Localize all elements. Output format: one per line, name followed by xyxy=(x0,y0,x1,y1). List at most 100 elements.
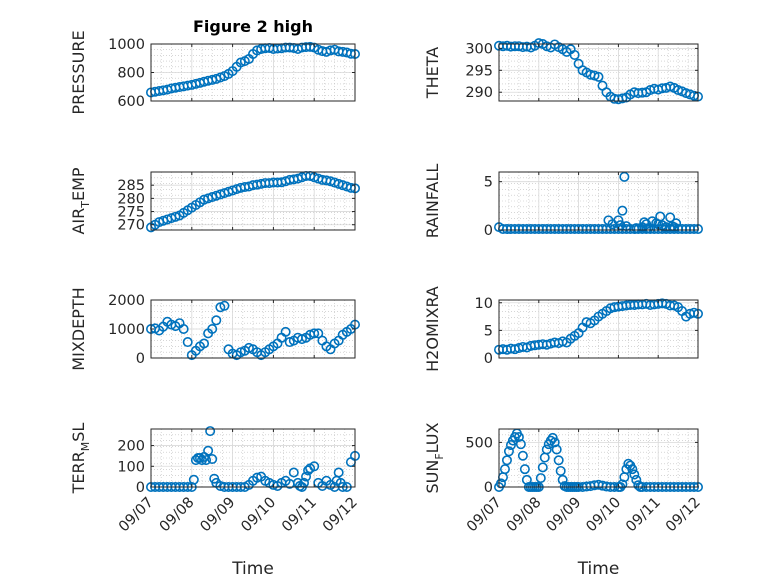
data-point xyxy=(517,450,528,461)
grid xyxy=(498,428,699,488)
data-point xyxy=(194,452,205,463)
axes-box xyxy=(498,299,699,359)
y-tick-label: 275 xyxy=(117,205,145,221)
y-tick-label: 0 xyxy=(136,351,145,367)
y-axis-label: AIRTEMP xyxy=(69,167,92,234)
y-tick-label: 800 xyxy=(117,66,145,82)
y-tick-label: 0 xyxy=(136,480,145,496)
scatter-series xyxy=(146,300,360,361)
data-point xyxy=(513,432,524,443)
data-point xyxy=(535,473,546,484)
y-axis-label: THETA xyxy=(423,47,442,99)
subplot-pressure: 600 800 1000 PRESSURE Figure 2 high xyxy=(69,17,360,115)
data-point xyxy=(201,455,212,466)
data-point xyxy=(631,223,642,234)
y-tick-label: 280 xyxy=(117,191,145,207)
axes-box xyxy=(498,171,699,231)
subplot-mixdepth: 0 1000 2000 MIXDEPTH xyxy=(69,287,360,371)
x-tick-label: 09/08 xyxy=(504,495,545,536)
figure-title: Figure 2 high xyxy=(193,17,313,36)
y-tick-label: 2000 xyxy=(108,293,145,309)
x-tick-label: 09/07 xyxy=(116,495,157,536)
y-axis-label: RAINFALL xyxy=(423,164,442,239)
data-point xyxy=(313,328,324,339)
subplot-theta: 290 295 300 THETA xyxy=(423,38,703,105)
data-point xyxy=(617,205,628,216)
data-point xyxy=(178,323,189,334)
y-axis-label: PRESSURE xyxy=(69,30,88,114)
data-point xyxy=(615,220,626,231)
y-tick-label: 600 xyxy=(117,94,145,110)
y-axis-label: H2OMIXRA xyxy=(423,286,442,372)
data-point xyxy=(219,300,230,311)
data-point xyxy=(629,469,640,480)
y-tick-label: 0 xyxy=(484,480,493,496)
data-point xyxy=(619,171,630,182)
scatter-series xyxy=(146,426,360,492)
x-tick-label: 09/10 xyxy=(583,495,624,536)
y-tick-label: 290 xyxy=(465,85,493,101)
data-point xyxy=(515,439,526,450)
x-tick-label: 09/09 xyxy=(544,495,585,536)
subplot-terr-msl: 0 100 200 TERRMSL 09/07 09/08 09/09 09/10 09/11 0… xyxy=(69,423,361,579)
data-point xyxy=(555,465,566,476)
data-point xyxy=(539,452,550,463)
scatter-series xyxy=(493,298,703,355)
data-point xyxy=(553,455,564,466)
x-tick-label: 09/10 xyxy=(238,495,279,536)
data-point xyxy=(501,455,512,466)
y-tick-label: 100 xyxy=(117,459,145,475)
data-point xyxy=(503,446,514,457)
data-point xyxy=(301,471,312,482)
data-point xyxy=(671,218,682,229)
y-tick-label: 270 xyxy=(117,218,145,234)
data-point xyxy=(309,461,320,472)
axes-box xyxy=(150,171,356,231)
data-point xyxy=(569,49,580,60)
x-tick-label: 09/09 xyxy=(198,495,239,536)
data-point xyxy=(593,71,604,82)
y-tick-label: 0 xyxy=(484,351,493,367)
y-tick-label: 5 xyxy=(484,175,493,191)
subplot-rainfall: 0 5 RAINFALL xyxy=(423,164,703,239)
x-axis-label: Time xyxy=(577,559,620,579)
y-tick-label: 285 xyxy=(117,178,145,194)
scatter-series xyxy=(493,171,703,235)
data-point xyxy=(207,323,218,334)
y-tick-label: 500 xyxy=(465,435,493,451)
y-axis-label: SUNFLUX xyxy=(423,422,446,493)
data-point xyxy=(182,337,193,348)
y-axis-label: TERRMSL xyxy=(69,423,92,495)
data-point xyxy=(288,467,299,478)
data-point xyxy=(499,464,510,475)
x-tick-label: 09/11 xyxy=(279,495,320,536)
subplot-sun-flux: 0 500 SUNFLUX 09/0709/0809/0909/1009/1109/1… xyxy=(423,422,704,579)
scatter-series xyxy=(146,41,360,98)
data-point xyxy=(199,338,210,349)
y-tick-label: 1000 xyxy=(108,322,145,338)
data-point xyxy=(541,444,552,455)
data-point xyxy=(333,467,344,478)
subplot-h2omixra: 0 5 10 H2OMIXRA xyxy=(423,286,703,372)
data-point xyxy=(207,454,218,465)
data-point xyxy=(252,472,263,483)
data-point xyxy=(309,328,320,339)
data-point xyxy=(551,444,562,455)
y-tick-label: 10 xyxy=(475,296,493,312)
x-tick-label: 09/12 xyxy=(663,495,704,536)
y-tick-label: 1000 xyxy=(108,37,145,53)
data-point xyxy=(203,445,214,456)
data-point xyxy=(627,464,638,475)
axes-box xyxy=(150,428,356,488)
scatter-series xyxy=(146,170,360,233)
y-tick-label: 300 xyxy=(465,41,493,57)
data-point xyxy=(211,315,222,326)
y-tick-label: 0 xyxy=(484,223,493,239)
data-point xyxy=(537,462,548,473)
x-tick-label: 09/12 xyxy=(320,495,361,536)
axes-box xyxy=(498,428,699,488)
scatter-series xyxy=(493,38,703,105)
data-point xyxy=(519,464,530,475)
